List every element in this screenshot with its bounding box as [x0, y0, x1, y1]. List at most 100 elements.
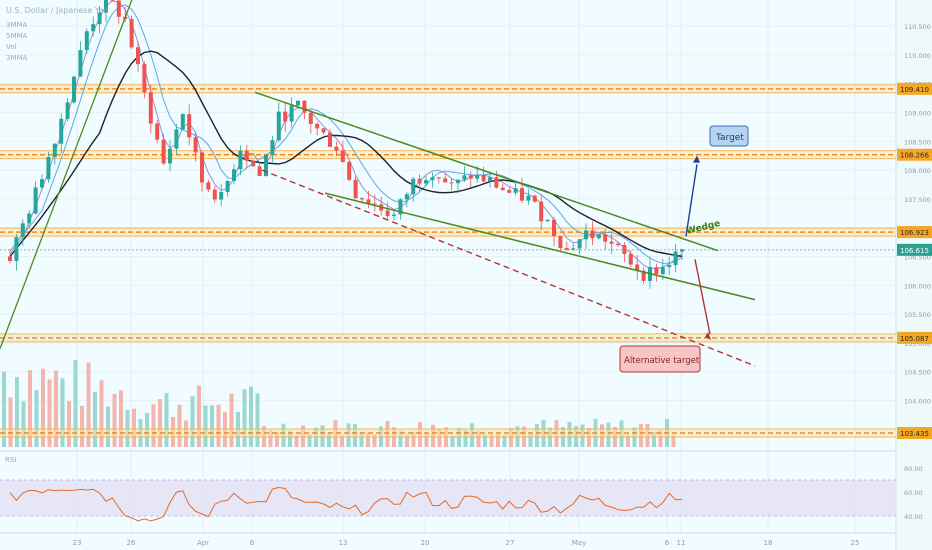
candle-body [411, 178, 416, 195]
candle-body [552, 219, 556, 237]
candle-body [116, 0, 121, 17]
volume-bar [132, 408, 136, 447]
volume-bar [424, 432, 429, 447]
candle-body [84, 31, 89, 51]
candle-body [315, 123, 320, 129]
candle-body [59, 118, 64, 144]
y-tick-label: 110.500 [904, 23, 931, 31]
candle-body [404, 194, 409, 200]
candle-body [603, 234, 608, 242]
y-tick-label: 106.500 [904, 253, 931, 261]
volume-bar [366, 432, 370, 447]
level-tag [897, 331, 932, 344]
candle-body [180, 114, 185, 130]
rsi-tick-label: 60.00 [904, 489, 923, 497]
candle-body [680, 249, 684, 252]
rsi-band [0, 480, 896, 516]
candle-body [443, 178, 448, 183]
wedge-lower-line [324, 192, 756, 301]
candle-body [526, 195, 531, 201]
y-tick-label: 104.500 [904, 369, 931, 377]
symbol-title: U.S. Dollar / Japanese Yen [6, 6, 109, 15]
candle-body [628, 253, 633, 265]
candle-body [72, 76, 76, 103]
candle-body [14, 237, 19, 262]
x-tick-label: May [572, 539, 586, 547]
alt-target-box [619, 345, 701, 373]
candle-body [481, 174, 486, 182]
volume-bar [34, 390, 39, 447]
volume-bar [190, 396, 195, 447]
candle-body [33, 187, 38, 214]
candle-body [168, 148, 172, 164]
y-tick-label: 108.000 [904, 167, 931, 175]
volume-bar [652, 432, 656, 447]
candle-body [65, 102, 70, 119]
volume-bar [658, 430, 663, 447]
volume-bar [197, 385, 201, 447]
candle-body [212, 189, 217, 200]
candle-body [78, 50, 83, 77]
current-price-label: 106.615 [900, 247, 929, 255]
candle-body [507, 190, 512, 193]
volume-bar [405, 434, 409, 447]
candle-body [539, 201, 544, 222]
candle-body [232, 169, 236, 181]
candle-body [161, 139, 166, 164]
volume-bar [359, 431, 364, 447]
level-label: 103.435 [900, 430, 929, 438]
candle-body [27, 213, 32, 224]
volume-bar [509, 428, 513, 447]
volume-bar [119, 390, 123, 447]
candles [8, 0, 684, 289]
candle-body [155, 123, 160, 140]
level-label: 106.923 [900, 229, 929, 237]
candle-body [372, 203, 377, 205]
candle-body [334, 146, 339, 151]
volume-bar [210, 405, 214, 447]
alt-target-arrowhead [705, 331, 711, 340]
candle-body [584, 230, 588, 240]
x-tick-label: 18 [764, 539, 773, 547]
candle-body [200, 152, 204, 183]
candle-body [148, 92, 153, 124]
candle-body [417, 178, 422, 184]
candle-body [52, 143, 57, 158]
volume-bar [47, 379, 52, 447]
volume-bar [203, 405, 208, 447]
candle-body [468, 175, 473, 179]
volume-bar [229, 393, 234, 447]
candle-body [296, 100, 300, 106]
volume-bar [372, 434, 377, 447]
y-tick-label: 104.000 [904, 397, 931, 405]
candle-body [475, 174, 480, 179]
candle-body [219, 191, 224, 200]
ma-line-mid [9, 4, 683, 264]
volume-bar [99, 380, 104, 447]
volume-bar [489, 434, 494, 447]
candle-body [500, 187, 505, 191]
x-tick-label: 25 [851, 539, 860, 547]
uptrend-line [0, 0, 133, 349]
x-tick-label: Apr [197, 539, 209, 547]
candle-body [564, 248, 569, 250]
y-tick-label: 105.500 [904, 311, 931, 319]
wedge-upper-line [254, 91, 719, 252]
volume-bar [275, 431, 279, 447]
candle-body [193, 137, 198, 153]
candle-body [462, 175, 467, 180]
candle-body [353, 179, 358, 199]
volume-bar [483, 434, 487, 447]
candle-body [264, 154, 268, 177]
level-label: 109.410 [900, 86, 929, 94]
volume-bar [476, 431, 481, 447]
candle-body [340, 150, 345, 162]
y-tick-label: 106.000 [904, 282, 931, 290]
alt-channel-line [261, 169, 756, 367]
candle-body [206, 182, 211, 190]
candle-body [360, 198, 364, 200]
volume-bar [327, 433, 331, 447]
volume-bar [450, 435, 455, 447]
